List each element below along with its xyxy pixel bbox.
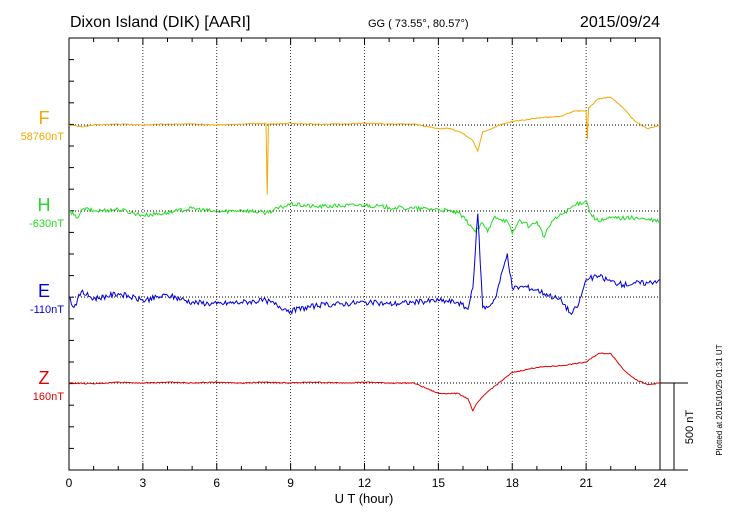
x-tick-label: 6 — [213, 476, 220, 490]
scale-bar-label: 500 nT — [684, 410, 696, 445]
x-axis-label: U T (hour) — [335, 491, 394, 506]
series-baseline-label-e: -110nT — [30, 304, 64, 316]
x-tick-label: 15 — [432, 476, 446, 490]
x-tick-label: 3 — [140, 476, 147, 490]
series-name-f: F — [39, 108, 50, 128]
series-baseline-label-z: 160nT — [33, 391, 64, 403]
series-line-f — [68, 96, 661, 195]
station-coords: GG ( 73.55°, 80.57°) — [368, 18, 469, 30]
grid-lines — [142, 38, 587, 470]
x-tick-label: 9 — [287, 476, 294, 490]
series-name-h: H — [38, 195, 51, 215]
x-tick-label: 12 — [358, 476, 372, 490]
series-line-h — [68, 199, 661, 238]
series-lines — [68, 96, 661, 413]
x-tick-labels: 0 3 6 9 12 15 18 21 24 — [66, 476, 667, 490]
x-tick-label: 21 — [579, 476, 593, 490]
series-labels: F 58760nT H -630nT E -110nT Z 160nT — [21, 108, 65, 403]
series-baselines — [69, 124, 660, 384]
series-name-e: E — [38, 281, 50, 301]
axis-ticks — [68, 37, 661, 470]
plot-date: 2015/09/24 — [580, 14, 660, 31]
x-tick-label: 18 — [506, 476, 520, 490]
series-baseline-label-f: 58760nT — [21, 131, 65, 143]
x-tick-label: 0 — [66, 476, 73, 490]
series-baseline-label-h: -630nT — [29, 218, 64, 230]
series-line-e — [68, 213, 661, 316]
series-name-z: Z — [39, 368, 50, 388]
series-line-z — [68, 352, 661, 413]
x-tick-label: 24 — [653, 476, 667, 490]
station-title: Dixon Island (DIK) [AARI] — [70, 14, 251, 31]
plotted-note: Plotted at 2015/10/25 01:31 UT — [715, 344, 724, 455]
scale-bar — [660, 382, 688, 471]
